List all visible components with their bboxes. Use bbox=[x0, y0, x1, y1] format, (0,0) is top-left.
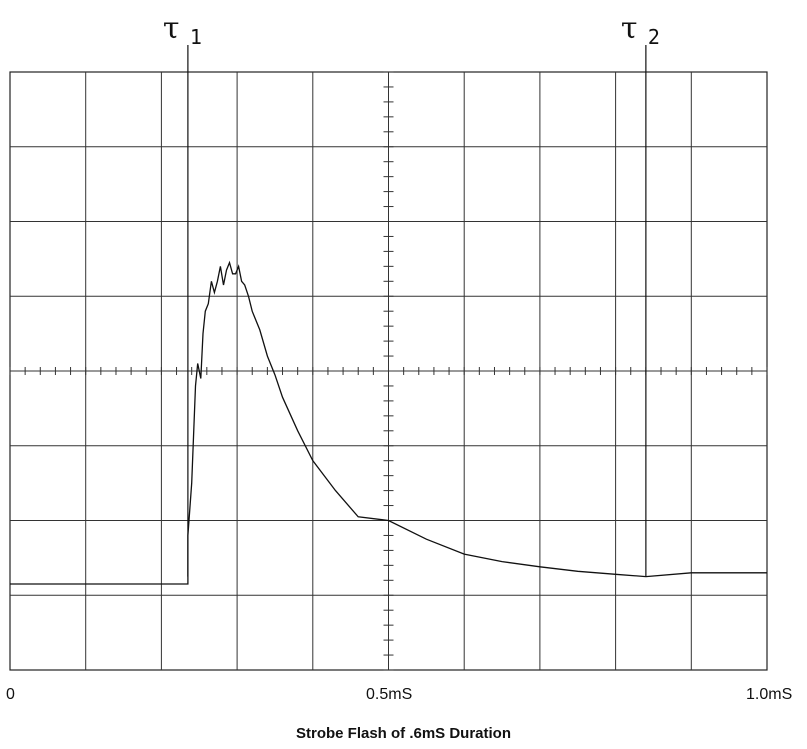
x-tick-label-end: 1.0mS bbox=[746, 686, 793, 703]
signal-trace bbox=[10, 260, 767, 585]
chart-caption: Strobe Flash of .6mS Duration bbox=[295, 725, 512, 742]
x-tick-label-0: 0 bbox=[6, 686, 15, 703]
tau-marker-subscript-1: 1 bbox=[190, 25, 202, 49]
x-tick-label-mid: 0.5mS bbox=[366, 686, 413, 703]
tau-marker-symbol-1: τ bbox=[163, 11, 180, 46]
tau-marker-symbol-2: τ bbox=[621, 11, 638, 46]
tau-marker-subscript-2: 2 bbox=[648, 25, 660, 49]
